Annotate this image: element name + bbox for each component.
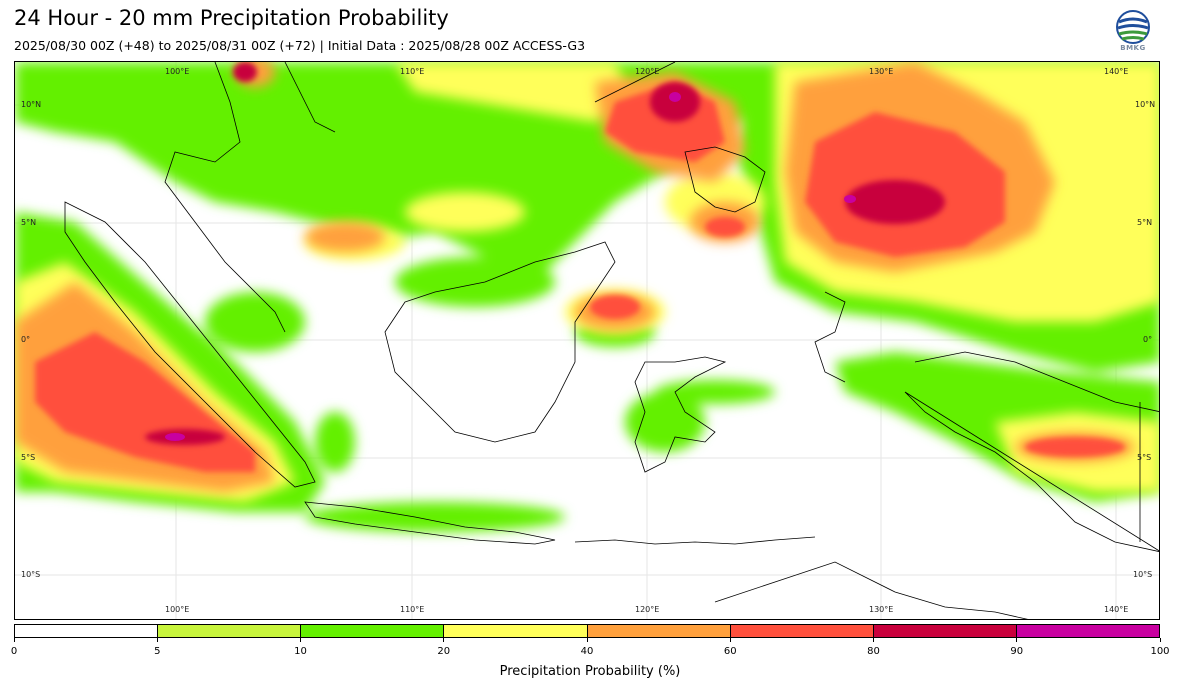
lat-label-right: 10°N (1135, 100, 1156, 109)
bmkg-logo-text: BMKG (1120, 44, 1146, 52)
colorbar-tick-label: 20 (437, 646, 451, 657)
colorbar-segment (586, 625, 730, 637)
coastlines (64, 62, 1159, 619)
probability-90-100 (165, 92, 856, 441)
colorbar-tick-mark (586, 638, 588, 642)
lat-label-right: 5°S (1137, 453, 1152, 462)
colorbar-tick-mark (729, 638, 731, 642)
colorbar-tick-label: 40 (580, 646, 594, 657)
colorbar-tick-label: 90 (1010, 646, 1024, 657)
lon-label-top: 140°E (1104, 67, 1129, 76)
colorbar-tick-label: 0 (10, 646, 18, 657)
colorbar-tick-label: 5 (154, 646, 161, 657)
colorbar-segment (300, 625, 444, 637)
colorbar-tick-mark (1159, 638, 1161, 642)
lat-label-left: 10°N (21, 100, 42, 109)
colorbar-tick-label: 10 (294, 646, 307, 657)
lon-label-bottom: 120°E (635, 605, 660, 614)
lat-label-left: 5°S (21, 453, 36, 462)
colorbar-tick-mark (13, 638, 15, 642)
lat-label-right: 10°S (1133, 570, 1153, 579)
colorbar-tick-label: 100 (1150, 646, 1170, 657)
colorbar-segment (157, 625, 301, 637)
colorbar-segment (729, 625, 873, 637)
colorbar (14, 624, 1160, 638)
lon-label-bottom: 100°E (165, 605, 190, 614)
map-title: 24 Hour - 20 mm Precipitation Probabilit… (14, 6, 449, 30)
lat-label-left: 5°N (21, 218, 37, 227)
lat-label-left: 10°S (21, 570, 41, 579)
lon-label-top: 100°E (165, 67, 190, 76)
colorbar-label: Precipitation Probability (%) (499, 664, 681, 679)
colorbar-tick-mark (873, 638, 874, 642)
colorbar-tick-label: 80 (867, 646, 880, 657)
lat-label-right: 0° (1143, 335, 1153, 344)
bmkg-logo (1116, 10, 1150, 44)
colorbar-tick-mark (1016, 638, 1018, 642)
lon-label-bottom: 130°E (869, 605, 894, 614)
lat-label-right: 5°N (1137, 218, 1153, 227)
colorbar-tick-label: 60 (723, 646, 737, 657)
lon-label-bottom: 110°E (400, 605, 425, 614)
precipitation-map: 100°E 110°E 120°E 130°E 140°E 100°E 110°… (14, 61, 1160, 620)
colorbar-segment (1015, 625, 1159, 637)
lon-label-top: 120°E (635, 67, 660, 76)
colorbar-segment (872, 625, 1016, 637)
lon-label-top: 110°E (400, 67, 425, 76)
colorbar-segment (15, 625, 158, 637)
lat-label-left: 0° (21, 335, 31, 344)
map-canvas (15, 62, 1159, 619)
map-subtitle: 2025/08/30 00Z (+48) to 2025/08/31 00Z (… (14, 38, 586, 53)
colorbar-tick-mark (156, 638, 158, 642)
lon-label-top: 130°E (869, 67, 894, 76)
colorbar-tick-mark (300, 638, 301, 642)
lon-label-bottom: 140°E (1104, 605, 1129, 614)
colorbar-segment (443, 625, 587, 637)
colorbar-tick-mark (443, 638, 445, 642)
